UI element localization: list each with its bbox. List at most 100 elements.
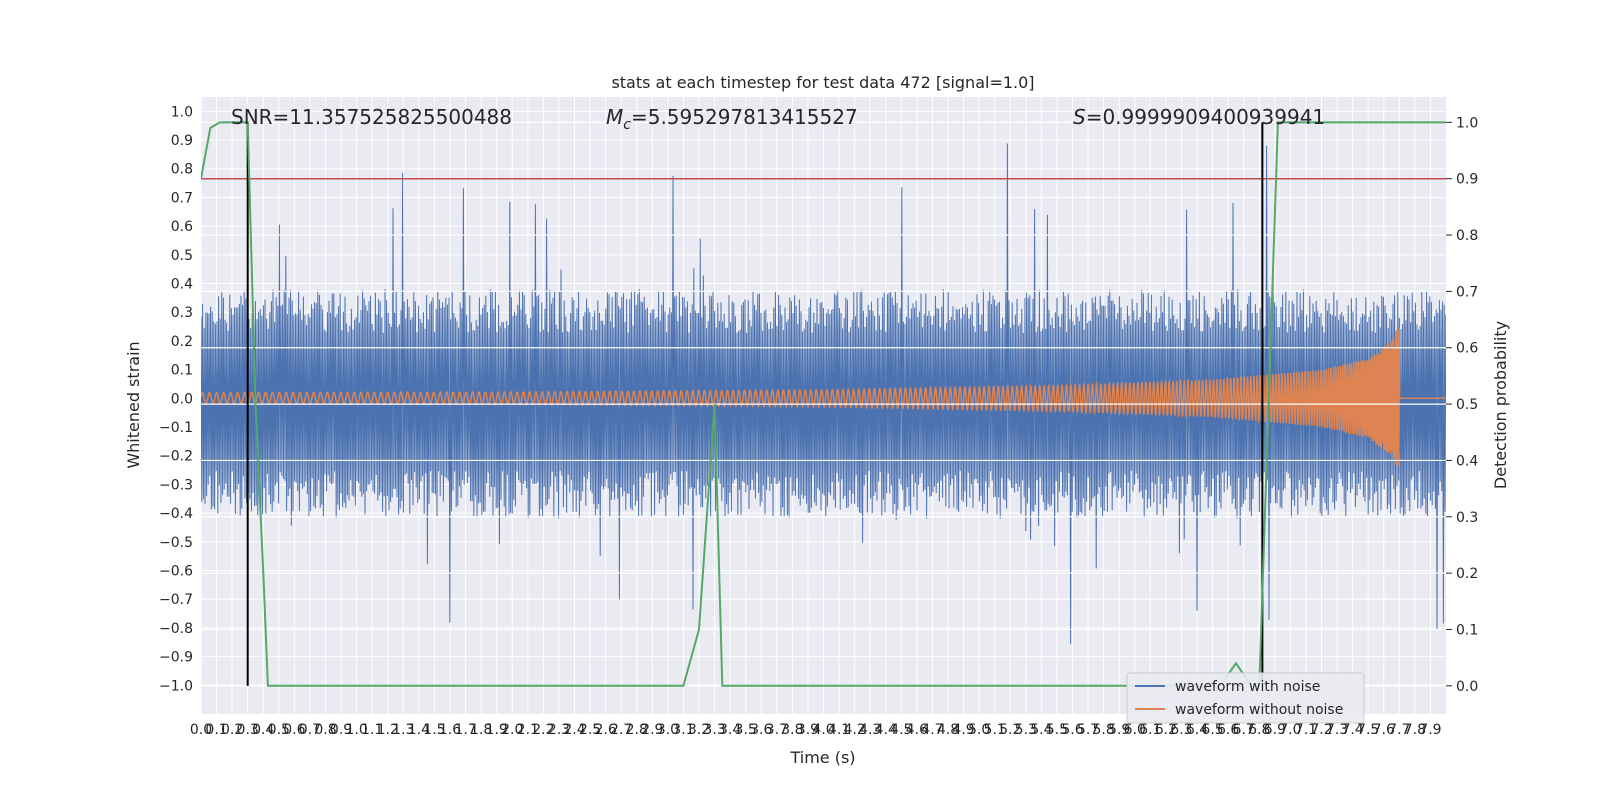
- y-left-tick-label: −0.2: [159, 449, 193, 465]
- x-tick-label: 2.5: [579, 722, 601, 738]
- x-tick-label: 4.2: [843, 722, 865, 738]
- y-left-tick-label: 0.0: [171, 391, 193, 407]
- y-left-axis-label: Whitened strain: [124, 341, 143, 468]
- legend-box: [1126, 672, 1365, 724]
- x-tick-label: 5.0: [968, 722, 990, 738]
- x-tick-label: 1.2: [377, 722, 399, 738]
- x-tick-label: 3.8: [781, 722, 803, 738]
- x-tick-label: 2.0: [501, 722, 523, 738]
- y-left-tick-label: 0.1: [171, 363, 193, 379]
- plot-area: [200, 97, 1446, 714]
- y-left-tick-label: 0.7: [171, 190, 193, 206]
- y-left-tick-label: 0.2: [171, 334, 193, 350]
- y-right-tick-label: 0.1: [1456, 622, 1478, 638]
- x-tick-label: 1.9: [486, 722, 508, 738]
- x-tick-label: 6.7: [1233, 722, 1255, 738]
- y-right-tick-label: 0.8: [1456, 228, 1478, 244]
- x-tick-label: 6.6: [1217, 722, 1239, 738]
- x-tick-label: 4.6: [906, 722, 928, 738]
- x-tick-label: 1.4: [408, 722, 430, 738]
- x-tick-label: 3.7: [766, 722, 788, 738]
- x-tick-label: 7.3: [1326, 722, 1348, 738]
- x-tick-label: 1.6: [439, 722, 461, 738]
- x-tick-label: 3.3: [703, 722, 725, 738]
- x-tick-label: 5.3: [1015, 722, 1037, 738]
- x-tick-label: 3.6: [750, 722, 772, 738]
- x-tick-labels: 0.00.10.20.30.40.50.60.70.80.91.01.11.21…: [190, 722, 1442, 738]
- x-tick-label: 2.2: [532, 722, 554, 738]
- x-tick-label: 0.3: [237, 722, 259, 738]
- legend-label-noise: waveform with noise: [1175, 679, 1320, 695]
- data-layer: [201, 143, 1446, 644]
- y-left-tick-label: 1.0: [171, 104, 193, 120]
- x-tick-label: 6.1: [1139, 722, 1161, 738]
- x-tick-label: 5.6: [1061, 722, 1083, 738]
- chart-title: stats at each timestep for test data 472…: [611, 73, 1034, 92]
- y-left-tick-labels: −1.0 −0.9 −0.8 −0.7 −0.6 −0.5 −0.4 −0.3 −0.2 −0.1…: [159, 104, 193, 694]
- x-tick-label: 7.6: [1373, 722, 1395, 738]
- x-tick-label: 5.7: [1077, 722, 1099, 738]
- x-tick-label: 7.0: [1279, 722, 1301, 738]
- y-right-tick-label: 0.9: [1456, 172, 1478, 188]
- x-tick-label: 6.5: [1201, 722, 1223, 738]
- x-axis-label: Time (s): [789, 748, 855, 767]
- x-tick-label: 7.7: [1388, 722, 1410, 738]
- x-tick-label: 7.8: [1404, 722, 1426, 738]
- significance-symbol: S: [1073, 105, 1086, 129]
- x-tick-label: 7.4: [1341, 722, 1363, 738]
- x-tick-label: 4.4: [875, 722, 897, 738]
- x-tick-label: 2.3: [548, 722, 570, 738]
- x-tick-label: 3.2: [688, 722, 710, 738]
- y-left-tick-label: −0.6: [159, 564, 193, 580]
- x-tick-label: 0.7: [299, 722, 321, 738]
- x-tick-label: 7.5: [1357, 722, 1379, 738]
- x-tick-label: 4.5: [890, 722, 912, 738]
- x-tick-label: 3.5: [735, 722, 757, 738]
- x-tick-label: 3.4: [719, 722, 741, 738]
- y-left-tick-label: −0.3: [159, 477, 193, 493]
- x-tick-label: 0.4: [252, 722, 274, 738]
- y-right-tick-label: 0.5: [1456, 397, 1478, 413]
- x-tick-label: 1.5: [423, 722, 445, 738]
- y-left-tick-label: −0.7: [159, 592, 193, 608]
- x-tick-label: 4.3: [859, 722, 881, 738]
- y-right-tick-label: 0.4: [1456, 453, 1478, 469]
- x-tick-label: 0.5: [268, 722, 290, 738]
- y-left-tick-label: −0.9: [159, 650, 193, 666]
- significance-value: =0.9999909400939941: [1086, 105, 1325, 129]
- y-left-tick-label: −0.1: [159, 420, 193, 436]
- x-tick-label: 5.5: [1046, 722, 1068, 738]
- x-tick-label: 6.3: [1170, 722, 1192, 738]
- y-right-tick-label: 0.7: [1456, 284, 1478, 300]
- y-left-tick-label: 0.3: [171, 305, 193, 321]
- y-left-tick-label: 0.5: [171, 248, 193, 264]
- x-tick-label: 7.9: [1419, 722, 1441, 738]
- significance-annotation: S=0.9999909400939941: [1073, 105, 1325, 129]
- snr-annotation: SNR=11.357525825500488: [231, 105, 512, 129]
- x-tick-label: 0.8: [314, 722, 336, 738]
- x-tick-label: 6.2: [1155, 722, 1177, 738]
- x-tick-label: 6.9: [1264, 722, 1286, 738]
- x-tick-label: 2.4: [563, 722, 585, 738]
- y-left-tick-label: −1.0: [159, 678, 193, 694]
- x-tick-label: 1.3: [392, 722, 414, 738]
- y-left-tick-label: 0.9: [171, 133, 193, 149]
- chirp-mass-annotation: Mc=5.595297813415527: [606, 105, 858, 133]
- x-tick-label: 4.0: [812, 722, 834, 738]
- x-tick-label: 2.8: [626, 722, 648, 738]
- x-tick-label: 4.1: [828, 722, 850, 738]
- x-tick-label: 2.6: [594, 722, 616, 738]
- y-left-tick-label: −0.5: [159, 535, 193, 551]
- y-right-tick-label: 0.6: [1456, 341, 1478, 357]
- y-right-tick-label: 0.3: [1456, 510, 1478, 526]
- y-right-tick-label: 1.0: [1456, 115, 1478, 131]
- x-tick-label: 1.7: [454, 722, 476, 738]
- chirp-mass-symbol: M: [606, 105, 623, 129]
- y-left-tick-label: −0.8: [159, 621, 193, 637]
- y-left-tick-label: 0.4: [171, 277, 193, 293]
- y-left-tick-label: −0.4: [159, 506, 193, 522]
- x-tick-label: 3.1: [672, 722, 694, 738]
- x-tick-label: 2.7: [610, 722, 632, 738]
